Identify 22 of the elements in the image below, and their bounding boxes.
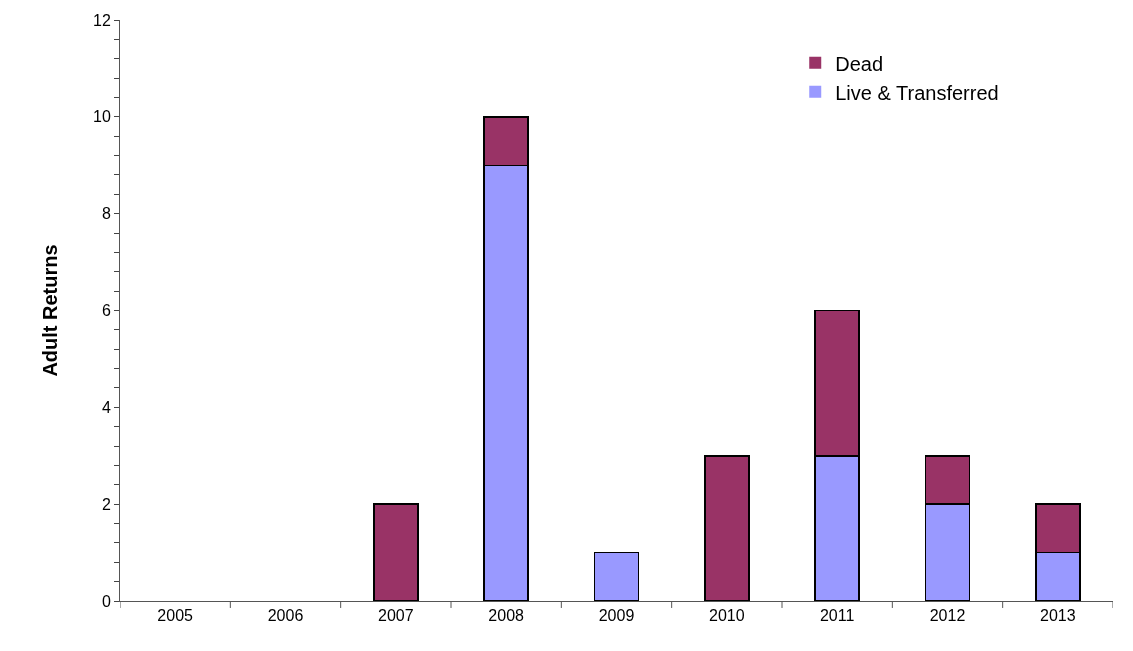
legend-label: Live & Transferred <box>835 81 999 104</box>
y-tick-label: 0 <box>101 592 111 610</box>
x-tick-label: 2005 <box>157 607 194 625</box>
y-tick-label: 2 <box>101 495 111 513</box>
x-tick-label: 2009 <box>598 607 635 625</box>
y-tick-label: 10 <box>93 108 111 126</box>
x-tick-label: 2008 <box>488 607 525 625</box>
y-tick-label: 4 <box>101 398 111 416</box>
y-axis-title: Adult Returns <box>38 244 61 377</box>
x-tick-label: 2013 <box>1040 607 1076 625</box>
y-tick-label: 6 <box>101 302 111 320</box>
bar <box>373 503 419 601</box>
legend-label: Dead <box>835 52 884 75</box>
x-tick-label: 2006 <box>267 607 304 625</box>
x-tick-label: 2007 <box>378 607 414 625</box>
bar <box>593 551 640 601</box>
x-tick-label: 2010 <box>709 607 745 625</box>
x-tick-label: 2011 <box>819 607 855 625</box>
y-tick-label: 8 <box>101 205 111 223</box>
x-tick-label: 2012 <box>929 607 966 625</box>
bar <box>704 455 750 601</box>
y-tick-label: 12 <box>93 11 111 29</box>
